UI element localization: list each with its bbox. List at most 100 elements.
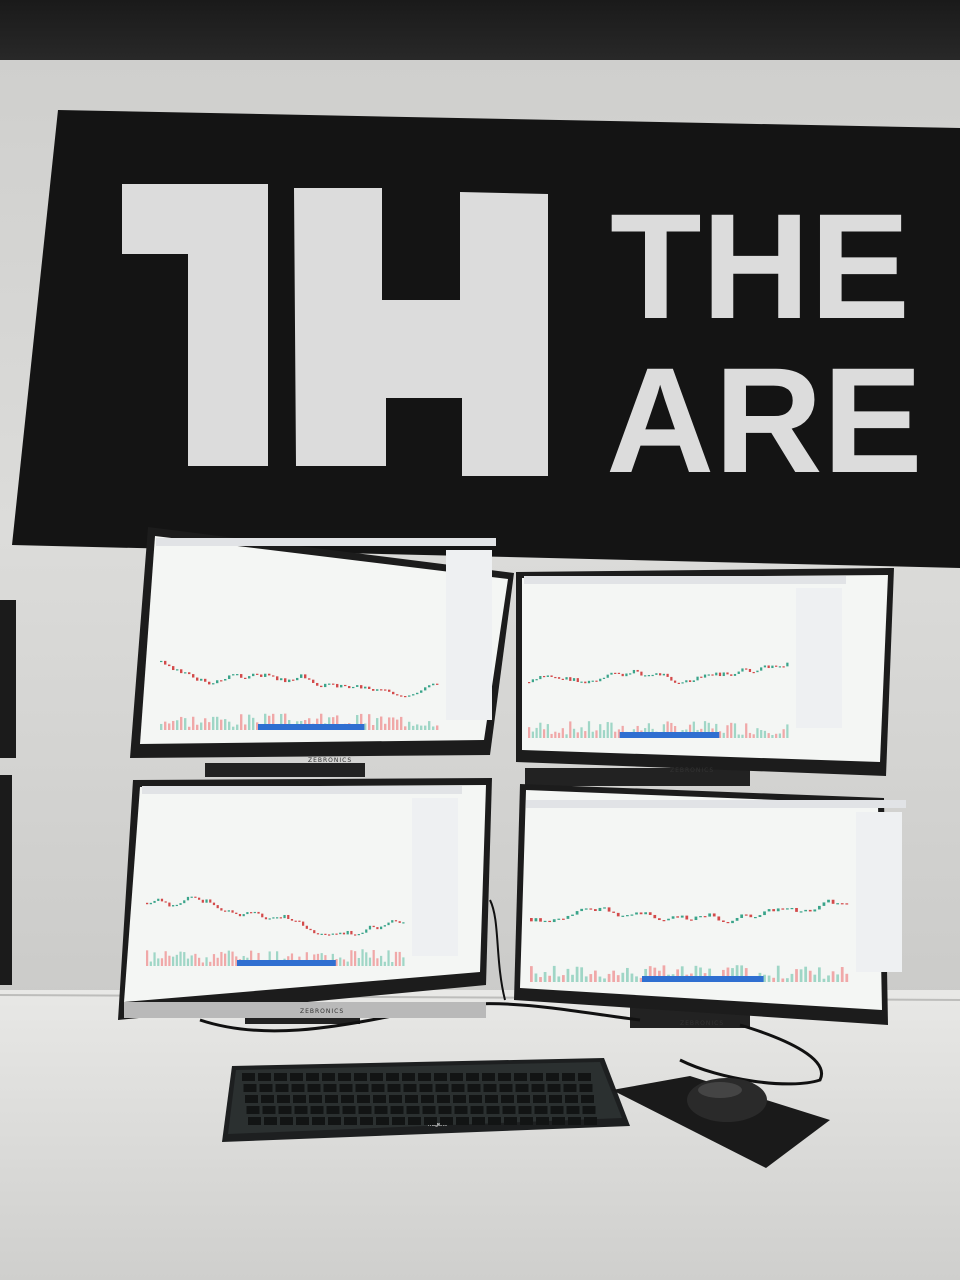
keyboard-key (488, 1117, 501, 1125)
candle (602, 677, 606, 679)
keyboard-key (389, 1095, 402, 1103)
candle (534, 918, 538, 922)
candle (384, 689, 387, 691)
volume-bar (380, 716, 383, 730)
volume-bar (557, 732, 561, 738)
candle (629, 673, 632, 675)
candle (376, 927, 379, 930)
candle (639, 912, 643, 915)
volume-bar (840, 967, 844, 982)
volume-bar (535, 727, 538, 738)
keyboard-key (259, 1084, 273, 1092)
keyboard-key (581, 1095, 594, 1103)
candle (775, 665, 778, 667)
candle (316, 933, 320, 935)
candle (179, 903, 182, 905)
candle (681, 682, 684, 684)
candle (236, 674, 239, 676)
volume-bar (703, 721, 707, 738)
volume-bar (552, 965, 556, 982)
candle (149, 902, 152, 905)
candle (741, 668, 744, 672)
keyboard-key (338, 1073, 351, 1081)
volume-bar (387, 950, 390, 966)
candle (612, 911, 616, 913)
candle (336, 683, 339, 688)
volume-bar (392, 717, 395, 730)
volume-bar (653, 967, 657, 982)
browser-toolbar (156, 538, 496, 546)
desk (0, 990, 960, 1280)
candle (587, 680, 591, 684)
candle (238, 914, 242, 917)
candle (673, 680, 677, 683)
volume-bar (763, 730, 767, 738)
candle (712, 913, 716, 917)
candle (160, 898, 164, 902)
keyboard-key (450, 1073, 463, 1081)
keyboard-key (547, 1084, 561, 1092)
candle (227, 910, 230, 912)
candle (662, 673, 665, 676)
keyboard-key (517, 1095, 530, 1103)
candle (376, 689, 379, 691)
candle (546, 675, 549, 677)
volume-bar (603, 978, 606, 982)
volume-bar (153, 952, 156, 966)
candle (659, 673, 662, 676)
volume-bar (740, 965, 744, 982)
volume-bar (364, 723, 367, 730)
candle (420, 690, 423, 693)
volume-bar (416, 724, 419, 730)
candle (279, 917, 282, 919)
candle (776, 908, 780, 912)
volume-bar (621, 972, 625, 982)
keyboard-key (566, 1106, 580, 1114)
watchlist-panel (796, 588, 842, 728)
volume-bar (767, 975, 771, 982)
volume-bar (530, 966, 533, 982)
keyboard-key (453, 1095, 466, 1103)
candle (771, 665, 774, 669)
volume-bar (760, 730, 763, 738)
candle (346, 930, 349, 935)
keyboard-key (280, 1117, 293, 1125)
candle (436, 683, 439, 685)
candle (365, 929, 368, 933)
keyboard-key (390, 1106, 404, 1114)
candle (216, 680, 219, 684)
candle (662, 920, 666, 922)
keyboard-key (306, 1073, 319, 1081)
candle (300, 674, 303, 678)
candle (432, 683, 435, 686)
candle (565, 677, 568, 680)
candle (621, 915, 625, 917)
volume-bar (735, 965, 739, 982)
candle (804, 909, 808, 912)
candle (350, 930, 353, 935)
candle (368, 925, 372, 930)
candle (324, 683, 327, 688)
volume-bar (550, 733, 553, 738)
volume-bar (566, 968, 570, 982)
candle (276, 676, 279, 681)
candle (296, 677, 299, 681)
keyboard-key (531, 1084, 545, 1092)
volume-bar (708, 968, 712, 982)
candle (331, 933, 334, 935)
keyboard-key (456, 1117, 469, 1125)
keyboard-key (342, 1106, 356, 1114)
candle (194, 896, 197, 898)
volume-bar (212, 954, 216, 966)
candle (614, 672, 617, 674)
candle (632, 669, 636, 674)
volume-bar (617, 729, 621, 738)
candle (204, 678, 207, 682)
volume-bar (531, 731, 534, 738)
volume-bar (320, 953, 323, 966)
volume-bar (610, 722, 613, 738)
candle (562, 918, 565, 920)
keyboard-key (485, 1095, 498, 1103)
keyboard-key (514, 1073, 527, 1081)
candle (157, 898, 160, 901)
